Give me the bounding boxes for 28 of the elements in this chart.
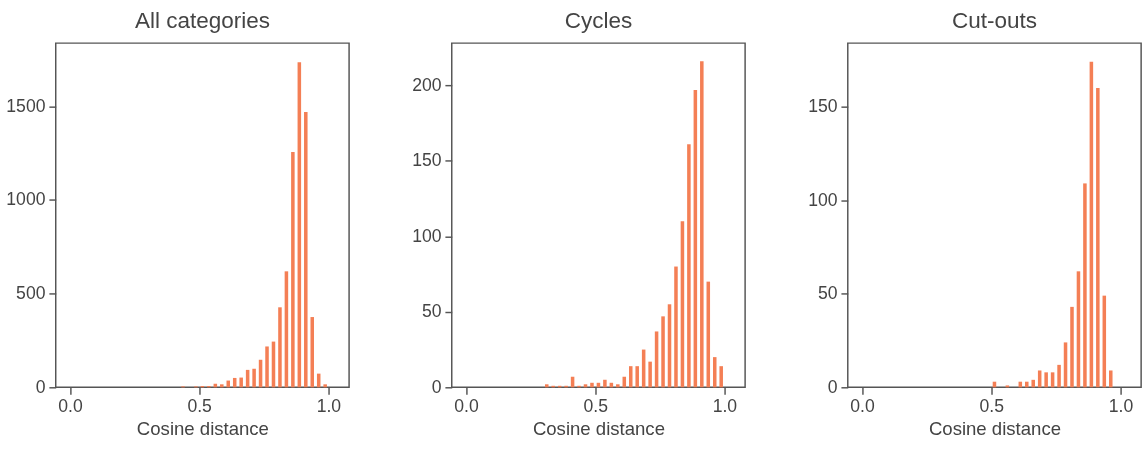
- x-tick-label: 1.0: [316, 396, 342, 417]
- y-tick-label: 500: [16, 283, 46, 303]
- y-tick-label: 1500: [6, 95, 46, 116]
- x-axis-title: Cosine distance: [928, 417, 1061, 439]
- y-tick-label: 150: [808, 96, 838, 117]
- y-tick-label: 200: [412, 74, 442, 95]
- y-tick-label: 50: [421, 301, 442, 322]
- y-tick-label: 50: [817, 283, 838, 304]
- y-tick-label: 100: [808, 189, 838, 210]
- x-tick-label: 0.5: [187, 396, 213, 417]
- y-tick-label: 150: [412, 150, 442, 171]
- x-tick-label: 0.5: [979, 396, 1005, 417]
- chart-title: Cut-outs: [951, 8, 1037, 34]
- x-tick-label: 0.0: [58, 396, 83, 417]
- x-tick-label: 0.0: [850, 396, 875, 417]
- y-tick-label: 1000: [6, 189, 46, 210]
- x-tick-label: 0.5: [583, 396, 609, 417]
- x-tick-label: 1.0: [712, 396, 738, 417]
- x-tick-label: 0.0: [454, 396, 479, 417]
- y-tick-label: 100: [412, 225, 442, 246]
- y-tick-label: 0: [431, 376, 442, 397]
- y-tick-label: 0: [827, 376, 838, 397]
- x-axis-title: Cosine distance: [136, 417, 269, 439]
- y-tick-label: 0: [35, 376, 46, 397]
- x-tick-label: 1.0: [1108, 396, 1134, 417]
- chart-title: Cycles: [564, 8, 633, 34]
- x-axis-title: Cosine distance: [532, 417, 665, 439]
- chart-title: All categories: [134, 8, 270, 34]
